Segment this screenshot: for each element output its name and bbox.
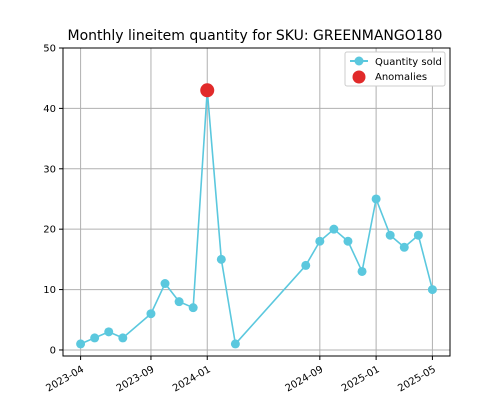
y-tick-label: 30 [43,164,56,175]
x-axis: 2023-04 2023-09 2024-01 2024-09 2025-01 2025-… [44,356,438,394]
legend: Quantity sold Anomalies [344,51,446,87]
x-tick-label: 2023-09 [115,364,157,394]
x-tick-label: 2025-05 [396,364,438,394]
anomaly-point [200,83,215,98]
plot-series [76,85,437,349]
quantity-sold-point [230,339,240,349]
quantity-sold-point [315,236,325,246]
legend-box [344,51,446,87]
y-tick-label: 50 [43,44,56,55]
x-tick-label: 2023-04 [44,364,86,394]
quantity-sold-point [343,236,353,246]
x-tick-label: 2025-01 [340,364,382,394]
quantity-sold-point [118,333,128,343]
quantity-sold-point [160,279,170,289]
x-tick-label: 2024-09 [284,364,326,394]
plot-frame [62,47,451,357]
quantity-sold-point [399,242,409,252]
quantity-sold-point [216,254,226,264]
quantity-sold-point [104,327,114,337]
legend-anomaly-marker [352,70,366,84]
quantity-sold-point [146,309,156,319]
quantity-sold-point [371,194,381,204]
quantity-sold-point [427,285,437,295]
quantity-sold-point [76,339,86,349]
y-tick-label: 40 [43,104,56,115]
quantity-sold-point [174,297,184,307]
y-tick-label: 0 [50,345,56,356]
quantity-sold-line [80,89,434,345]
quantity-sold-point [329,224,339,234]
grid-layer [63,47,450,356]
y-tick-label: 10 [43,285,56,296]
legend-quantity-marker [354,56,364,66]
quantity-sold-point [301,260,311,270]
chart-title: Monthly lineitem quantity for SKU: GREEN… [68,28,443,44]
quantity-sold-point [188,303,198,313]
quantity-sold-point [357,266,367,276]
quantity-sold-point [385,230,395,240]
quantity-sold-point [90,333,100,343]
y-axis: 0 10 20 30 40 50 [43,44,63,356]
legend-anomaly-label: Anomalies [375,72,427,83]
legend-quantity-label: Quantity sold [375,57,442,68]
x-tick-label: 2024-01 [171,364,213,394]
anomaly-series [200,83,215,98]
quantity-sold-point [413,230,423,240]
y-tick-label: 20 [43,225,56,236]
